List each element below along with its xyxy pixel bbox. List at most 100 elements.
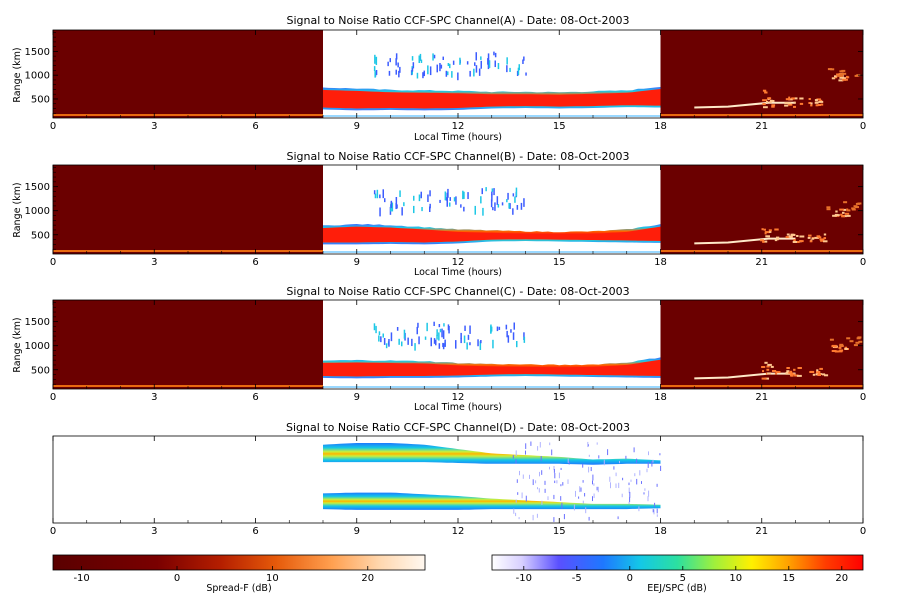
sparse-echo xyxy=(516,341,518,348)
sparse-echo xyxy=(487,53,490,61)
plume-2-dot xyxy=(816,101,819,104)
sparse-echo xyxy=(494,60,496,68)
plume-3-dot xyxy=(834,350,839,353)
sparse-echo xyxy=(475,65,478,73)
sparse-echo xyxy=(516,70,519,77)
panel-c-plot: 0 3 6 9 12 15 18 21 0 500 1000 1500 xyxy=(25,299,866,403)
plume-1-dot xyxy=(791,373,795,376)
plume-0-dot xyxy=(764,377,770,380)
plume-1-dot xyxy=(793,101,796,104)
x-tick-label: 0 xyxy=(860,121,866,132)
sparse-echo xyxy=(417,322,419,328)
sparse-echo xyxy=(390,332,393,342)
upper-patch-dot xyxy=(842,72,847,75)
sparse-echo xyxy=(379,207,381,217)
streak-dot xyxy=(619,460,620,464)
plume-3-dot xyxy=(846,214,851,217)
plume-1-dot xyxy=(797,367,802,369)
plume-1-dot xyxy=(787,102,792,105)
sparse-echo xyxy=(439,199,441,203)
sparse-echo xyxy=(490,199,493,208)
plume-3-dot xyxy=(836,214,840,217)
sparse-echo xyxy=(397,62,399,68)
plume-2-dot xyxy=(819,238,825,241)
panel-d: Signal to Noise Ratio CCF-SPC Channel(D)… xyxy=(50,421,866,537)
streak-dot xyxy=(660,465,662,471)
plume-3-dot xyxy=(844,346,848,349)
y-tick-label: 500 xyxy=(31,365,50,376)
streak-dot xyxy=(518,517,520,520)
plume-1-dot xyxy=(786,233,790,236)
plume-2-dot xyxy=(818,372,821,375)
sparse-echo xyxy=(421,207,423,212)
colorbar-tick-label: 15 xyxy=(782,573,795,584)
streak-dot xyxy=(561,502,563,509)
streak-dot xyxy=(659,453,661,456)
plume-0-dot xyxy=(762,89,767,92)
streak-dot xyxy=(628,501,630,505)
sparse-echo xyxy=(414,343,416,351)
x-tick-label: 18 xyxy=(654,121,667,132)
streak-dot xyxy=(553,517,555,522)
plume-3-dot xyxy=(834,213,839,216)
plume-2-dot xyxy=(822,373,826,376)
sparse-echo xyxy=(374,193,377,199)
sparse-echo xyxy=(376,189,379,199)
streak-dot xyxy=(515,499,517,503)
sparse-echo xyxy=(494,202,496,211)
streak-dot xyxy=(522,474,524,479)
sparse-echo xyxy=(429,190,431,197)
sparse-echo xyxy=(433,54,436,59)
plume-0-dot xyxy=(771,105,775,108)
streak-dot xyxy=(516,479,518,483)
eej-core xyxy=(323,89,661,109)
streak-dot xyxy=(621,493,623,498)
colorbar-tick-label: 20 xyxy=(835,573,848,584)
streak-dot xyxy=(525,495,527,502)
streak-dot xyxy=(638,506,640,512)
y-tick-label: 1000 xyxy=(25,206,50,217)
upper-patch-dot xyxy=(853,344,858,347)
sparse-echo xyxy=(512,208,514,215)
sparse-echo xyxy=(426,322,428,332)
plume-0-dot xyxy=(762,103,766,106)
streak-dot xyxy=(562,482,564,486)
x-tick-label: 0 xyxy=(50,257,56,268)
sparse-echo xyxy=(487,58,489,65)
sparse-echo xyxy=(448,326,450,334)
plume-0-dot xyxy=(762,240,765,243)
sparse-echo xyxy=(507,192,509,200)
sparse-echo xyxy=(439,63,441,72)
streak-dot xyxy=(644,488,646,491)
plume-2-dot xyxy=(809,370,814,373)
x-tick-label: 9 xyxy=(354,526,360,537)
colorbar-tick-label: -10 xyxy=(73,573,89,584)
plume-0-dot xyxy=(767,372,772,375)
streak-dot xyxy=(584,493,586,497)
x-tick-label: 21 xyxy=(755,121,768,132)
sparse-echo xyxy=(418,194,421,202)
plume-3-dot xyxy=(841,215,845,218)
sparse-echo xyxy=(442,330,445,339)
eej-band-1 xyxy=(323,492,661,510)
panel-a-plot: 0 3 6 9 12 15 18 21 0 500 1000 1500 xyxy=(25,29,866,132)
x-tick-label: 0 xyxy=(860,526,866,537)
sparse-echo xyxy=(375,56,378,66)
upper-patch-dot xyxy=(843,201,848,204)
sparse-echo xyxy=(516,205,519,210)
sparse-echo xyxy=(491,188,494,192)
colorbar-tick-label: 0 xyxy=(627,573,633,584)
x-tick-label: 15 xyxy=(553,257,566,268)
x-tick-label: 3 xyxy=(151,121,157,132)
y-tick-label: 1500 xyxy=(25,47,50,58)
streak-dot xyxy=(512,455,514,459)
streak-dot xyxy=(553,466,555,471)
sparse-echo xyxy=(399,190,401,197)
plume-2-dot xyxy=(816,235,821,238)
streak-dot xyxy=(532,514,534,521)
colorbar-spread-f: -10 0 10 20 Spread-F (dB) xyxy=(52,554,426,594)
sparse-echo xyxy=(436,64,438,73)
eej-core xyxy=(323,359,661,377)
streak-dot xyxy=(579,486,581,493)
streak-dot xyxy=(536,513,538,518)
